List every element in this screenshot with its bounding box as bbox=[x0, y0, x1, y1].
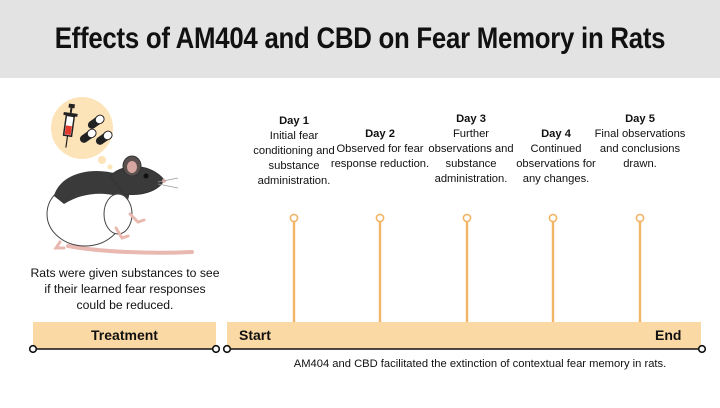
treatment-axis-start-dot bbox=[28, 344, 38, 354]
day-1-marker bbox=[289, 213, 299, 322]
page-title: Effects of AM404 and CBD on Fear Memory … bbox=[54, 22, 666, 55]
timeline-axis-end-dot bbox=[697, 344, 707, 354]
day-4-text: Continued observations for any changes. bbox=[516, 143, 596, 185]
day-3-title: Day 3 bbox=[456, 113, 486, 125]
rat-caption: Rats were given substances to see if the… bbox=[30, 266, 220, 312]
day-2-block: Day 2 Observed for fear response reducti… bbox=[330, 127, 430, 172]
day-3-marker bbox=[462, 213, 472, 322]
syringe-icon bbox=[62, 103, 78, 148]
treatment-bar bbox=[33, 322, 216, 349]
day-4-marker bbox=[548, 213, 558, 322]
day-1-block: Day 1 Initial fear conditioning and subs… bbox=[244, 114, 344, 189]
rat-illustration bbox=[46, 97, 194, 255]
day-2-marker bbox=[375, 213, 385, 322]
timeline-end-label: End bbox=[655, 327, 682, 343]
capsule-icon bbox=[79, 114, 113, 145]
treatment-axis-end-dot bbox=[211, 344, 221, 354]
day-3-block: Day 3 Further observations and substance… bbox=[421, 112, 521, 187]
timeline-start-label: Start bbox=[239, 327, 271, 343]
day-5-marker bbox=[635, 213, 645, 322]
day-1-title: Day 1 bbox=[279, 115, 309, 127]
treatment-label: Treatment bbox=[91, 327, 158, 343]
day-1-text: Initial fear conditioning and substance … bbox=[253, 130, 335, 187]
day-5-block: Day 5 Final observations and conclusions… bbox=[590, 112, 690, 172]
day-2-text: Observed for fear response reduction. bbox=[330, 143, 430, 170]
timeline-bar bbox=[227, 322, 701, 349]
day-5-title: Day 5 bbox=[625, 113, 655, 125]
day-3-text: Further observations and substance admin… bbox=[428, 128, 514, 185]
day-5-text: Final observations and conclusions drawn… bbox=[594, 128, 686, 170]
day-2-title: Day 2 bbox=[365, 128, 395, 140]
day-4-block: Day 4 Continued observations for any cha… bbox=[506, 127, 606, 187]
timeline-axis-start-dot bbox=[222, 344, 232, 354]
conclusion-text: AM404 and CBD facilitated the extinction… bbox=[293, 358, 667, 370]
header-band bbox=[0, 0, 720, 78]
day-4-title: Day 4 bbox=[541, 128, 571, 140]
